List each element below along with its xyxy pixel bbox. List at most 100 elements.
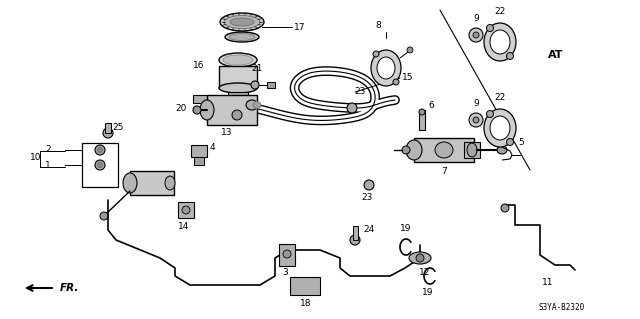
Ellipse shape xyxy=(484,23,516,61)
Text: 13: 13 xyxy=(221,128,233,137)
Text: 21: 21 xyxy=(252,64,262,73)
Ellipse shape xyxy=(497,146,507,154)
Ellipse shape xyxy=(371,50,401,86)
Circle shape xyxy=(407,47,413,53)
Bar xyxy=(464,142,480,158)
Text: 22: 22 xyxy=(494,93,506,102)
Text: 19: 19 xyxy=(422,288,434,297)
Ellipse shape xyxy=(225,32,259,42)
Ellipse shape xyxy=(246,100,258,110)
Circle shape xyxy=(95,145,105,155)
Circle shape xyxy=(506,138,513,145)
Text: 22: 22 xyxy=(494,7,506,16)
Circle shape xyxy=(350,235,360,245)
Circle shape xyxy=(393,79,399,85)
Bar xyxy=(178,202,194,218)
Text: 3: 3 xyxy=(282,268,288,277)
Bar xyxy=(207,95,257,125)
Ellipse shape xyxy=(230,18,254,26)
Ellipse shape xyxy=(229,33,255,41)
Circle shape xyxy=(100,212,108,220)
Ellipse shape xyxy=(409,252,431,264)
Text: 25: 25 xyxy=(112,122,124,131)
Text: 7: 7 xyxy=(441,167,447,176)
Circle shape xyxy=(469,113,483,127)
Bar xyxy=(219,66,257,88)
Bar xyxy=(290,277,320,295)
Text: 11: 11 xyxy=(542,278,554,287)
Text: 5: 5 xyxy=(518,138,524,147)
Bar xyxy=(105,123,111,133)
Ellipse shape xyxy=(219,83,257,93)
Bar xyxy=(130,171,174,195)
Ellipse shape xyxy=(377,57,395,79)
Ellipse shape xyxy=(435,142,453,158)
Circle shape xyxy=(218,95,225,102)
Ellipse shape xyxy=(406,140,422,160)
Bar xyxy=(191,145,207,157)
Text: 1: 1 xyxy=(45,160,51,169)
Circle shape xyxy=(473,117,479,123)
Circle shape xyxy=(486,110,493,117)
Text: 9: 9 xyxy=(473,14,479,23)
Circle shape xyxy=(473,32,479,38)
Circle shape xyxy=(283,250,291,258)
Circle shape xyxy=(416,254,424,262)
Ellipse shape xyxy=(490,116,510,140)
Circle shape xyxy=(364,180,374,190)
Bar xyxy=(353,226,358,240)
Bar xyxy=(419,110,425,130)
Text: 23: 23 xyxy=(355,87,365,96)
Circle shape xyxy=(97,162,102,167)
Circle shape xyxy=(347,103,357,113)
Bar xyxy=(267,82,275,88)
Ellipse shape xyxy=(484,109,516,147)
Bar xyxy=(193,95,209,103)
Text: 14: 14 xyxy=(179,222,189,231)
Text: 19: 19 xyxy=(400,224,412,233)
Ellipse shape xyxy=(123,173,137,193)
Circle shape xyxy=(501,204,509,212)
Circle shape xyxy=(97,147,102,152)
Bar xyxy=(228,92,248,104)
Text: 12: 12 xyxy=(419,268,431,277)
Circle shape xyxy=(95,160,105,170)
Text: 23: 23 xyxy=(362,193,372,202)
Text: 10: 10 xyxy=(30,152,42,161)
Text: 17: 17 xyxy=(294,23,305,32)
Ellipse shape xyxy=(253,101,261,108)
Circle shape xyxy=(232,110,242,120)
Text: S3YA-B2320: S3YA-B2320 xyxy=(539,303,585,313)
Ellipse shape xyxy=(165,176,175,190)
Text: 4: 4 xyxy=(210,143,216,152)
Circle shape xyxy=(506,53,513,60)
Ellipse shape xyxy=(223,55,253,65)
Bar xyxy=(414,138,474,162)
Circle shape xyxy=(486,25,493,32)
Text: 15: 15 xyxy=(402,73,413,83)
Bar xyxy=(82,143,118,187)
Text: 18: 18 xyxy=(300,299,312,308)
Circle shape xyxy=(373,51,379,57)
Text: 6: 6 xyxy=(428,100,434,109)
Ellipse shape xyxy=(224,16,260,28)
Text: FR.: FR. xyxy=(60,283,79,293)
Circle shape xyxy=(193,106,201,114)
Text: 2: 2 xyxy=(45,145,51,154)
Bar xyxy=(194,157,204,165)
Text: AT: AT xyxy=(548,50,563,60)
Ellipse shape xyxy=(200,100,214,120)
Text: 24: 24 xyxy=(363,226,374,234)
Text: 9: 9 xyxy=(473,99,479,108)
Circle shape xyxy=(469,28,483,42)
Ellipse shape xyxy=(490,30,510,54)
Ellipse shape xyxy=(220,13,264,31)
Bar xyxy=(279,244,295,266)
Text: 8: 8 xyxy=(375,21,381,30)
Text: 16: 16 xyxy=(193,62,205,70)
Circle shape xyxy=(251,81,259,89)
Circle shape xyxy=(103,128,113,138)
Circle shape xyxy=(419,109,425,115)
Circle shape xyxy=(402,146,410,154)
Ellipse shape xyxy=(219,53,257,67)
